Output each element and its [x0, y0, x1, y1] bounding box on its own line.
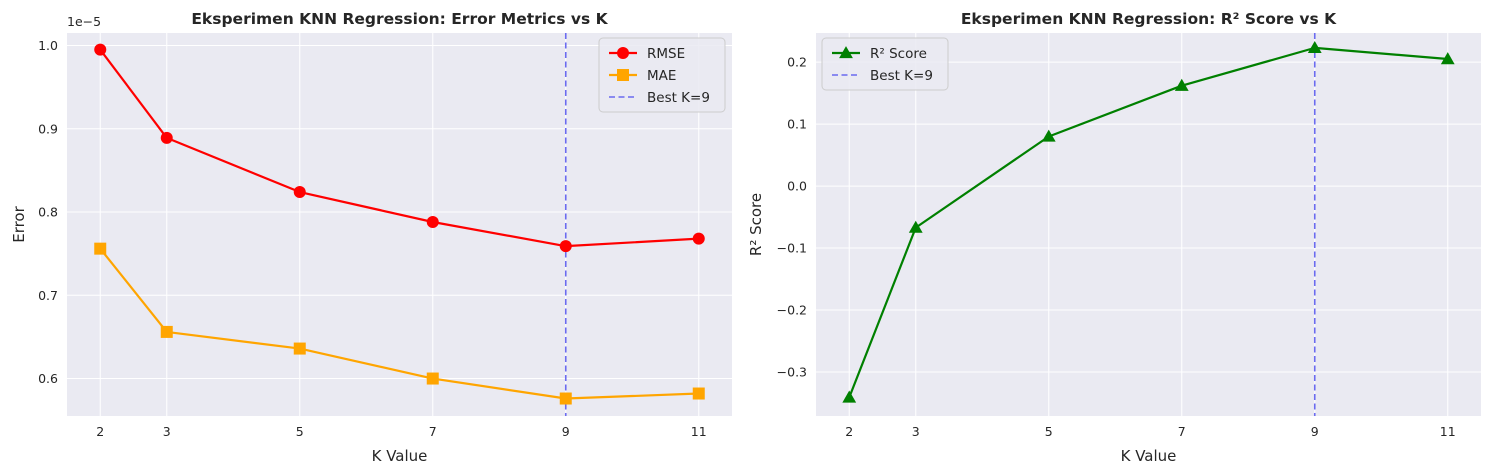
chart-title: Eksperimen KNN Regression: R² Score vs K	[961, 10, 1337, 28]
data-point	[692, 232, 705, 245]
legend-label: R² Score	[870, 46, 927, 62]
data-point	[1174, 78, 1189, 91]
data-point	[692, 387, 705, 400]
series-line	[848, 46, 1448, 398]
data-point	[293, 186, 306, 199]
data-point	[842, 390, 857, 403]
legend: RMSE MAE Best K=9	[598, 37, 726, 113]
data-point	[1041, 129, 1056, 142]
series-r-score	[842, 40, 1455, 403]
y-tick-label: 0.2	[787, 55, 807, 70]
x-tick-label: 9	[562, 424, 570, 439]
legend-label: Best K=9	[870, 68, 933, 84]
x-tick-label: 5	[1045, 424, 1053, 439]
data-point	[160, 325, 173, 338]
data-point	[908, 220, 923, 233]
y-tick-label: −0.3	[777, 364, 807, 379]
legend-swatch-marker	[617, 69, 629, 81]
plot-area	[816, 33, 1481, 416]
x-axis-label: K Value	[1121, 447, 1177, 465]
x-tick-label: 9	[1311, 424, 1319, 439]
legend-label: MAE	[647, 68, 676, 84]
y-tick-label: 0.7	[38, 288, 58, 303]
y-tick-label: 0.9	[38, 121, 58, 136]
data-point	[426, 372, 439, 385]
x-tick-label: 3	[912, 424, 920, 439]
y-axis-label: Error	[10, 205, 28, 242]
y-tick-label: 0.1	[787, 117, 807, 132]
series-rmse	[94, 43, 705, 253]
data-point	[94, 242, 107, 255]
y-tick-label: −0.1	[777, 241, 807, 256]
chart-panel-2: 2 3 5 7 9 11 −0.3 −0.2 −0.1 0.0 0.1 0.2 Eksperimen K…	[747, 10, 1481, 465]
y-axis-label: R² Score	[747, 193, 765, 256]
x-tick-label: 7	[1178, 424, 1186, 439]
data-point	[1440, 52, 1455, 65]
data-point	[94, 43, 107, 56]
data-point	[293, 342, 306, 355]
data-point	[426, 216, 439, 229]
series-mae	[94, 242, 705, 405]
x-tick-label: 2	[845, 424, 853, 439]
legend: R² Score Best K=9	[821, 37, 949, 91]
legend-label: Best K=9	[647, 90, 710, 106]
legend-box	[821, 37, 949, 91]
data-point	[559, 392, 572, 405]
y-tick-label: 1.0	[38, 38, 58, 53]
legend-swatch-marker	[839, 46, 853, 59]
x-tick-label: 5	[296, 424, 304, 439]
data-point	[160, 131, 173, 144]
series-line	[99, 48, 699, 248]
series-line	[99, 247, 699, 400]
chart-title: Eksperimen KNN Regression: Error Metrics…	[191, 10, 608, 28]
y-offset-label: 1e−5	[67, 14, 101, 29]
x-axis-label: K Value	[372, 447, 428, 465]
y-tick-label: 0.8	[38, 205, 58, 220]
legend-label: RMSE	[647, 46, 685, 62]
data-point	[559, 240, 572, 253]
data-point	[1307, 40, 1322, 54]
x-tick-label: 7	[429, 424, 437, 439]
x-tick-label: 11	[1440, 424, 1456, 439]
legend-swatch-marker	[617, 47, 629, 59]
x-tick-label: 2	[96, 424, 104, 439]
y-tick-label: −0.2	[777, 303, 807, 318]
x-tick-label: 11	[691, 424, 707, 439]
chart-panel-1: 2 3 5 7 9 11 0.6 0.7 0.8 0.9 1.0 Eksperimen KNN Reg…	[10, 10, 732, 465]
legend-box	[598, 37, 726, 113]
y-tick-label: 0.0	[787, 179, 807, 194]
x-tick-label: 3	[163, 424, 171, 439]
y-tick-label: 0.6	[38, 371, 58, 386]
